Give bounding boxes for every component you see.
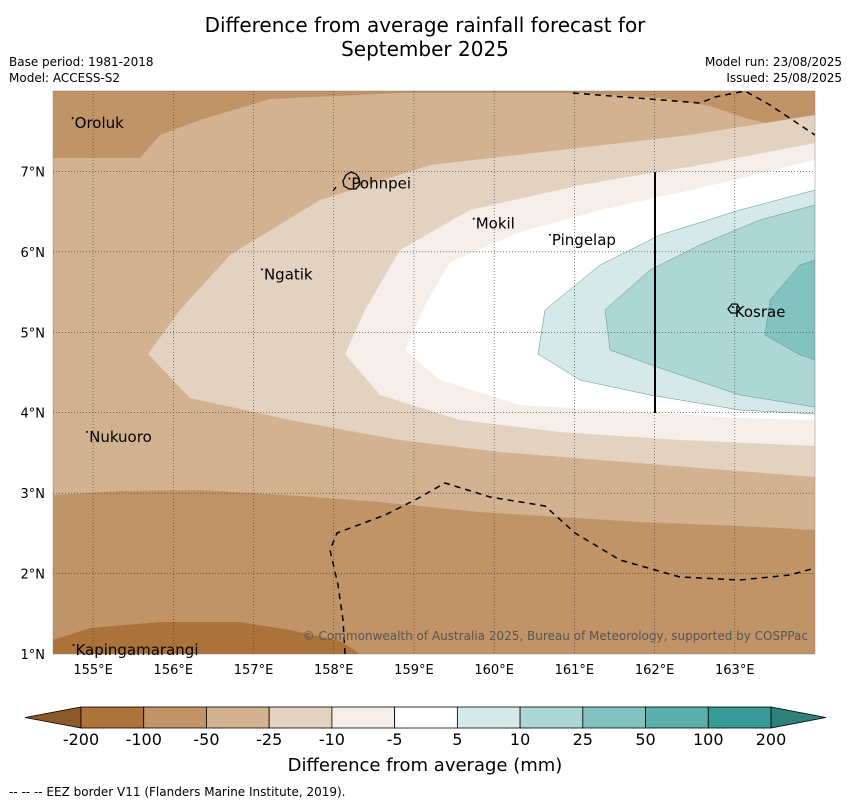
graticule [53, 91, 815, 654]
colorbar-segment [143, 706, 207, 729]
colorbar-segment [582, 706, 646, 729]
place-label-nukuoro: Nukuoro [89, 428, 152, 446]
colorbar-title: Difference from average (mm) [287, 755, 563, 776]
band-10-to-25 [604, 204, 815, 408]
y-tick-label: 1°N [21, 648, 46, 663]
place-label-ngatik: Ngatik [264, 265, 313, 283]
base-period: Base period: 1981-2018 [9, 55, 154, 69]
model-run: Model run: 23/08/2025 [704, 55, 842, 69]
x-tick-label: 157°E [234, 663, 274, 678]
x-tick-label: 158°E [314, 663, 354, 678]
place-marker [731, 306, 734, 309]
colorbar: -200 -100 -50 -25 -10 -5 5 10 25 50 100 200 [24, 706, 827, 749]
x-tick-label: 159°E [394, 663, 434, 678]
y-tick-label: 5°N [21, 326, 46, 341]
place-marker [86, 430, 89, 433]
place-marker [548, 233, 551, 236]
colorbar-tick-label: -5 [387, 730, 403, 749]
anomaly-field [53, 91, 815, 654]
place-label-mokil: Mokil [476, 215, 515, 233]
map-frame [52, 90, 816, 655]
y-tick-label: 3°N [21, 487, 46, 502]
colorbar-segment [394, 706, 458, 729]
y-tick-label: 4°N [21, 407, 46, 422]
eez-borders [329, 91, 815, 654]
colorbar-tick-label: 10 [510, 730, 530, 749]
colorbar-segment [519, 706, 584, 729]
y-tick-label: 2°N [21, 568, 46, 583]
x-tick-label: 162°E [635, 663, 675, 678]
band-minus-100-south [53, 490, 815, 654]
copyright-text: © Commonwealth of Australia 2025, Bureau… [303, 629, 808, 643]
place-labels: Oroluk Pohnpei Mokil Pingelap Ngatik Kosrae Nu… [75, 114, 786, 659]
colorbar-tick-label: -100 [126, 730, 162, 749]
colorbar-extend-high [770, 706, 827, 729]
colorbar-tick-label: -10 [319, 730, 345, 749]
issued-date: Issued: 25/08/2025 [726, 71, 842, 85]
colorbar-tick-label: 5 [452, 730, 462, 749]
pohnpei-dash [332, 186, 337, 192]
pohnpei-island-outline [342, 171, 361, 190]
colorbar-tick-label: -25 [256, 730, 282, 749]
eez-legend-text: -- -- -- EEZ border V11 (Flanders Marine… [9, 785, 346, 799]
colorbar-tick-label: 200 [756, 730, 787, 749]
x-tick-label: 155°E [73, 663, 113, 678]
colorbar-segment [331, 706, 396, 729]
colorbar-segment [80, 706, 145, 729]
colorbar-segment [707, 706, 772, 729]
place-marker [348, 177, 351, 180]
colorbar-segment [645, 706, 709, 729]
colorbar-segment [206, 706, 270, 729]
place-label-pingelap: Pingelap [552, 231, 616, 249]
colorbar-tick-label: 25 [573, 730, 593, 749]
islands [332, 171, 741, 314]
band-25-to-50 [764, 259, 815, 361]
y-tick-label: 7°N [21, 165, 46, 180]
x-tick-label: 156°E [154, 663, 194, 678]
colorbar-tick-label: -200 [63, 730, 99, 749]
place-label-pohnpei: Pohnpei [351, 174, 411, 192]
place-label-kosrae: Kosrae [735, 303, 786, 321]
colorbar-segment [268, 706, 333, 729]
meta-left: Base period: 1981-2018 Model: ACCESS-S2 [9, 54, 154, 86]
kosrae-island-outline [727, 303, 741, 314]
title-line-1: Difference from average rainfall forecas… [204, 13, 646, 37]
place-marker [260, 268, 263, 271]
place-marker [472, 217, 475, 220]
x-axis-ticks: 155°E 156°E 157°E 158°E 159°E 160°E 161°E 162°E… [73, 663, 754, 678]
colorbar-segment [456, 706, 521, 729]
map-title: Difference from average rainfall forecas… [0, 13, 850, 61]
eez-border-south [329, 482, 815, 654]
x-tick-label: 161°E [555, 663, 595, 678]
colorbar-extend-low [24, 706, 82, 729]
place-markers [71, 117, 734, 646]
y-tick-label: 6°N [21, 246, 46, 261]
colorbar-tick-label: 50 [635, 730, 655, 749]
model-name: Model: ACCESS-S2 [9, 71, 121, 85]
place-label-kapingamarangi: Kapingamarangi [75, 641, 198, 659]
place-marker [71, 117, 74, 120]
place-marker [72, 643, 75, 646]
title-line-2: September 2025 [341, 37, 509, 61]
meta-right: Model run: 23/08/2025 Issued: 25/08/2025 [705, 54, 842, 86]
colorbar-tick-label: -50 [193, 730, 219, 749]
y-axis-ticks: 1°N 2°N 3°N 4°N 5°N 6°N 7°N [21, 165, 46, 663]
x-tick-label: 163°E [715, 663, 755, 678]
x-tick-label: 160°E [474, 663, 514, 678]
band-minus-200-south [53, 622, 360, 654]
colorbar-tick-label: 100 [693, 730, 724, 749]
band-minus-100-top [53, 91, 815, 158]
place-label-oroluk: Oroluk [75, 114, 124, 132]
